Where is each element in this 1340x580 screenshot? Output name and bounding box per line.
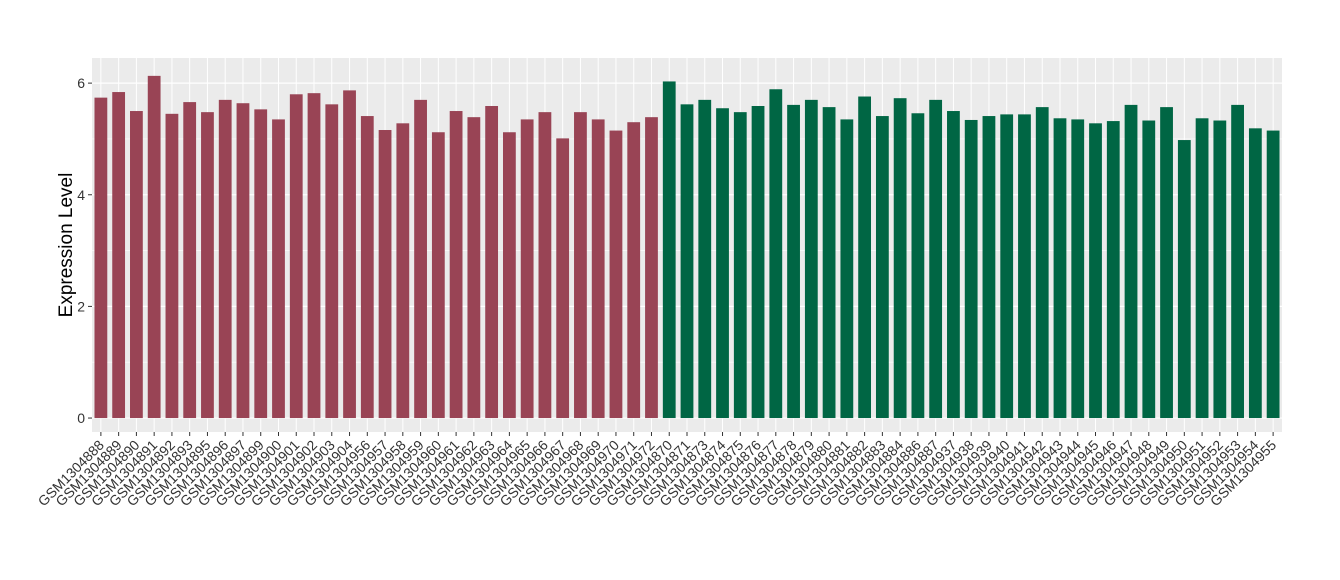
bar <box>982 116 996 419</box>
bar <box>875 116 889 419</box>
bar <box>680 104 694 419</box>
bar <box>201 112 214 419</box>
bar <box>1089 123 1102 419</box>
bar <box>947 111 960 419</box>
y-tick-label: 6 <box>77 75 85 91</box>
bar <box>1000 114 1014 419</box>
bar <box>414 99 427 419</box>
bar <box>645 117 658 419</box>
bars <box>94 75 1280 419</box>
bar <box>574 112 587 419</box>
bar <box>556 138 570 419</box>
bar <box>449 111 463 419</box>
y-tick-label: 2 <box>77 298 85 314</box>
bar <box>787 104 800 419</box>
bar <box>627 122 641 419</box>
bar <box>1106 121 1120 419</box>
bar <box>254 109 268 419</box>
bar <box>396 123 410 419</box>
bar <box>1018 114 1031 419</box>
bar <box>1160 107 1173 419</box>
y-axis-title: Expression Level <box>56 173 77 318</box>
bar <box>1177 140 1191 419</box>
bar <box>1195 118 1209 419</box>
bar <box>520 119 534 419</box>
bar <box>538 112 552 419</box>
bar <box>929 99 943 419</box>
bar <box>1053 118 1067 419</box>
bar <box>591 119 605 419</box>
bar <box>769 89 783 419</box>
bar <box>1142 120 1156 419</box>
bar <box>378 130 392 419</box>
bar <box>307 93 321 419</box>
bar <box>1035 107 1049 419</box>
bar <box>289 94 303 419</box>
y-axis: 0 2 4 6 <box>77 75 92 426</box>
y-tick-label: 4 <box>77 187 85 203</box>
bar <box>236 103 250 419</box>
x-axis: GSM1304888GSM1304889GSM1304890GSM1304891… <box>35 432 1279 509</box>
bar <box>431 132 445 419</box>
bar <box>1266 130 1280 419</box>
bar <box>360 116 374 419</box>
bar <box>893 98 907 419</box>
bar <box>343 90 356 419</box>
bar <box>272 119 285 419</box>
bar <box>1213 120 1227 419</box>
bar <box>112 92 126 419</box>
bar <box>751 106 765 419</box>
bar <box>94 97 108 419</box>
bar <box>1231 104 1244 419</box>
bar <box>130 111 143 419</box>
bar <box>858 96 872 419</box>
bar <box>911 113 925 419</box>
bar <box>1124 104 1138 419</box>
bar <box>467 117 481 419</box>
bar <box>662 81 676 419</box>
bar <box>698 99 712 419</box>
bar <box>822 107 836 419</box>
bar <box>609 130 623 419</box>
bar <box>1071 119 1085 419</box>
bar <box>964 119 978 419</box>
bar <box>1248 128 1262 419</box>
bar <box>485 106 499 419</box>
bar <box>183 102 197 419</box>
bar <box>840 119 854 419</box>
bar <box>733 112 747 419</box>
bar <box>502 132 516 419</box>
bar <box>165 113 179 419</box>
bar <box>325 104 339 419</box>
bar <box>804 99 818 419</box>
y-tick-label: 0 <box>77 410 85 426</box>
bar <box>147 75 161 419</box>
bar <box>716 108 729 419</box>
bar <box>218 99 232 419</box>
